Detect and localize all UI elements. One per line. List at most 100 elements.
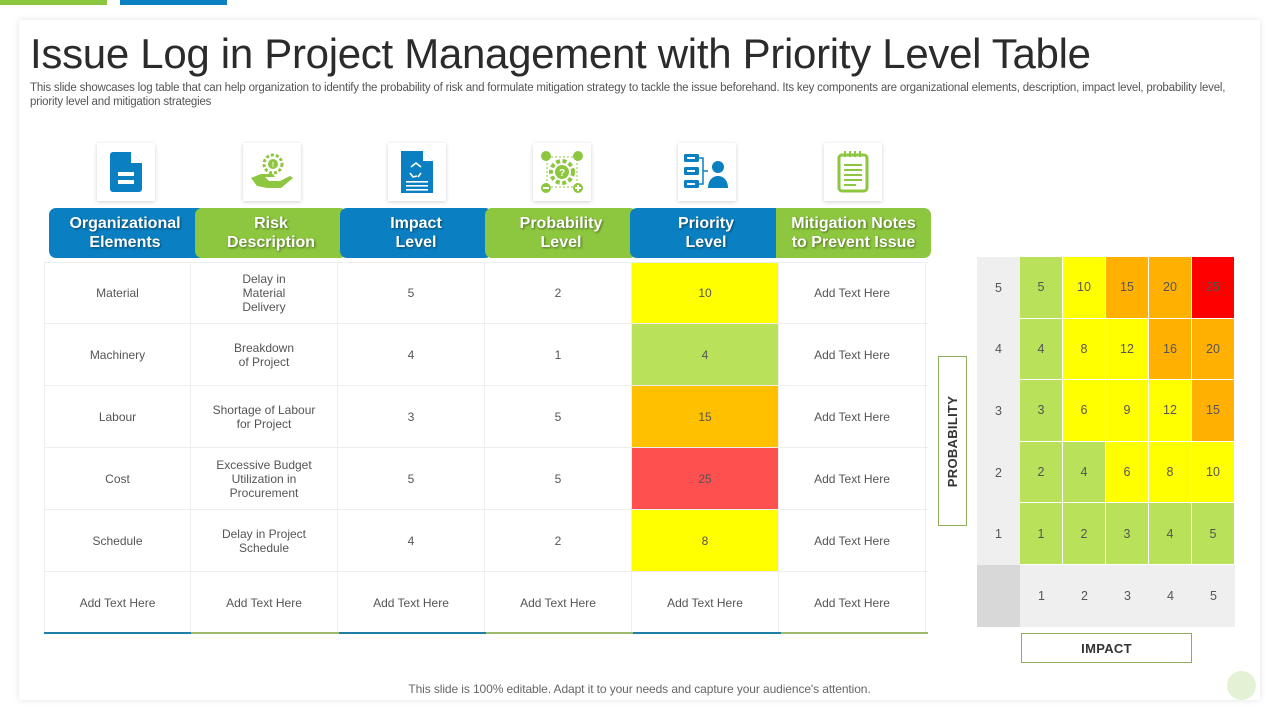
- gear-question-icon: ?: [533, 143, 591, 201]
- probability-tick: 4: [977, 318, 1020, 381]
- hand-gear-warning-icon: !: [243, 143, 301, 201]
- probability-tick: 2: [977, 441, 1020, 504]
- matrix-row: 3 3 6 9 12 15: [977, 380, 1236, 442]
- hierarchy-person-icon: [678, 143, 736, 201]
- description-cell[interactable]: Delay in Material Delivery: [191, 263, 338, 323]
- impact-axis-label: IMPACT: [1021, 633, 1192, 663]
- decorative-circle: [1227, 671, 1256, 700]
- page-subtitle: This slide showcases log table that can …: [30, 82, 1226, 108]
- table-row: Schedule Delay in Project Schedule 4 2 8…: [44, 510, 928, 572]
- svg-text:?: ?: [559, 168, 565, 179]
- description-cell[interactable]: Add Text Here: [191, 572, 338, 633]
- matrix-cell: 5: [1192, 503, 1235, 565]
- probability-cell[interactable]: 1: [485, 324, 632, 385]
- matrix-cell: 20: [1149, 257, 1192, 319]
- description-cell[interactable]: Delay in Project Schedule: [191, 510, 338, 571]
- priority-cell[interactable]: 25: [632, 448, 779, 509]
- matrix-cell: 9: [1106, 380, 1149, 442]
- matrix-cell: 20: [1192, 318, 1235, 381]
- probability-cell[interactable]: 2: [485, 263, 632, 323]
- document-icon: [97, 143, 155, 201]
- column-header-probability-level: Probability Level: [485, 208, 637, 258]
- impact-cell[interactable]: 3: [338, 386, 485, 447]
- description-cell[interactable]: Breakdown of Project: [191, 324, 338, 385]
- probability-cell[interactable]: 2: [485, 510, 632, 571]
- notes-cell[interactable]: Add Text Here: [779, 324, 926, 385]
- slide: Issue Log in Project Management with Pri…: [19, 20, 1260, 700]
- matrix-cell: 2: [1063, 503, 1106, 565]
- impact-tick: 1: [1020, 564, 1063, 627]
- matrix-cell: 10: [1063, 257, 1106, 319]
- element-cell[interactable]: Add Text Here: [44, 572, 191, 633]
- top-accent-green: [0, 0, 107, 5]
- matrix-cell: 8: [1149, 441, 1192, 504]
- probability-cell[interactable]: 5: [485, 448, 632, 509]
- probability-tick: 3: [977, 380, 1020, 442]
- priority-cell[interactable]: Add Text Here: [632, 572, 779, 633]
- matrix-cell: 25: [1192, 257, 1235, 319]
- description-cell[interactable]: Shortage of Labour for Project: [191, 386, 338, 447]
- priority-cell[interactable]: 4: [632, 324, 779, 385]
- impact-cell[interactable]: 5: [338, 263, 485, 323]
- page-title: Issue Log in Project Management with Pri…: [30, 30, 1091, 77]
- matrix-cell: 4: [1149, 503, 1192, 565]
- matrix-cell: 12: [1149, 380, 1192, 442]
- top-accent-blue: [120, 0, 227, 5]
- notes-cell[interactable]: Add Text Here: [779, 448, 926, 509]
- risk-matrix: 5 5 10 15 20 25 4 4 8 12 16 20 3 3 6 9 1…: [977, 257, 1236, 627]
- element-cell[interactable]: Schedule: [44, 510, 191, 571]
- column-header-organizational-elements: Organizational Elements: [49, 208, 201, 258]
- matrix-cell: 6: [1063, 380, 1106, 442]
- footer-note: This slide is 100% editable. Adapt it to…: [408, 682, 871, 696]
- issue-log-table: Material Delay in Material Delivery 5 2 …: [44, 262, 928, 634]
- notes-cell[interactable]: Add Text Here: [779, 386, 926, 447]
- probability-tick: 1: [977, 503, 1020, 565]
- priority-cell[interactable]: 10: [632, 263, 779, 323]
- element-cell[interactable]: Cost: [44, 448, 191, 509]
- probability-cell[interactable]: Add Text Here: [485, 572, 632, 633]
- impact-cell[interactable]: 5: [338, 448, 485, 509]
- matrix-row: 5 5 10 15 20 25: [977, 257, 1236, 319]
- matrix-corner: [977, 564, 1020, 627]
- impact-cell[interactable]: Add Text Here: [338, 572, 485, 633]
- probability-axis-label: PROBABILITY: [938, 356, 967, 526]
- matrix-cell: 6: [1106, 441, 1149, 504]
- notes-cell[interactable]: Add Text Here: [779, 263, 926, 323]
- priority-cell[interactable]: 15: [632, 386, 779, 447]
- matrix-cell: 5: [1020, 257, 1063, 319]
- table-row: Material Delay in Material Delivery 5 2 …: [44, 262, 928, 324]
- impact-tick: 2: [1063, 564, 1106, 627]
- matrix-cell: 8: [1063, 318, 1106, 381]
- notepad-icon: [824, 143, 882, 201]
- impact-cell[interactable]: 4: [338, 510, 485, 571]
- matrix-row: 4 4 8 12 16 20: [977, 318, 1236, 381]
- notes-cell[interactable]: Add Text Here: [779, 510, 926, 571]
- element-cell[interactable]: Material: [44, 263, 191, 323]
- table-row: Labour Shortage of Labour for Project 3 …: [44, 386, 928, 448]
- notes-cell[interactable]: Add Text Here: [779, 572, 926, 633]
- table-row: Cost Excessive Budget Utilization in Pro…: [44, 448, 928, 510]
- probability-cell[interactable]: 5: [485, 386, 632, 447]
- description-cell[interactable]: Excessive Budget Utilization in Procurem…: [191, 448, 338, 509]
- matrix-row: 1 1 2 3 4 5: [977, 503, 1236, 565]
- matrix-row: 2 2 4 6 8 10: [977, 441, 1236, 504]
- table-row: Add Text Here Add Text Here Add Text Her…: [44, 572, 928, 634]
- matrix-cell: 3: [1106, 503, 1149, 565]
- matrix-cell: 3: [1020, 380, 1063, 442]
- matrix-cell: 15: [1192, 380, 1235, 442]
- impact-cell[interactable]: 4: [338, 324, 485, 385]
- column-header-priority-level: Priority Level: [630, 208, 782, 258]
- probability-tick: 5: [977, 257, 1020, 319]
- recycle-document-icon: [388, 143, 446, 201]
- svg-text:!: !: [272, 162, 274, 169]
- column-header-mitigation-notes: Mitigation Notes to Prevent Issue: [776, 208, 931, 258]
- matrix-cell: 4: [1063, 441, 1106, 504]
- priority-cell[interactable]: 8: [632, 510, 779, 571]
- impact-axis-row: 1 2 3 4 5: [977, 564, 1236, 627]
- table-bottom-border: [44, 632, 928, 634]
- matrix-cell: 16: [1149, 318, 1192, 381]
- element-cell[interactable]: Machinery: [44, 324, 191, 385]
- matrix-cell: 15: [1106, 257, 1149, 319]
- element-cell[interactable]: Labour: [44, 386, 191, 447]
- column-header-impact-level: Impact Level: [340, 208, 492, 258]
